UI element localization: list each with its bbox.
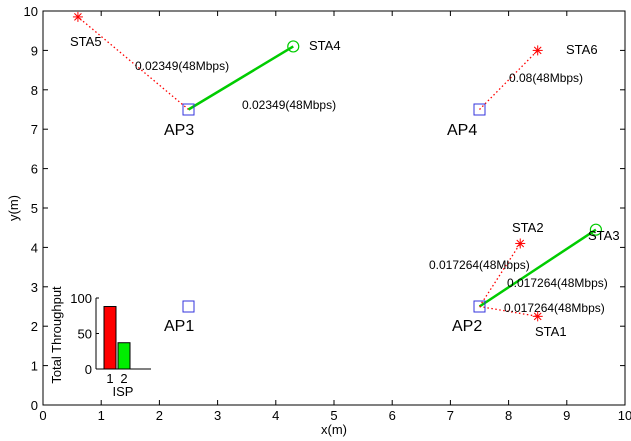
star-stroke — [533, 312, 542, 321]
station-marker-star — [515, 238, 526, 249]
access-point-marker — [473, 300, 486, 313]
y-tick-label: 6 — [31, 162, 38, 177]
station-label: STA1 — [535, 324, 567, 339]
station-label: STA2 — [512, 220, 544, 235]
x-tick-label: 2 — [156, 408, 163, 423]
station-marker-circle — [287, 40, 300, 53]
y-tick-label: 7 — [31, 122, 38, 137]
access-point-label: AP4 — [447, 122, 477, 139]
inset-y-tick-label: 50 — [78, 327, 92, 342]
x-tick-label: 0 — [39, 408, 46, 423]
inset-x-axis-label: ISP — [113, 384, 134, 399]
link-label: 0.017264(48Mbps) — [429, 258, 530, 272]
x-tick-label: 8 — [505, 408, 512, 423]
y-tick-label: 9 — [31, 43, 38, 58]
station-marker-star — [72, 11, 83, 22]
x-axis-label: x(m) — [321, 422, 347, 437]
station-marker-circle — [589, 223, 603, 236]
link-ap4-sta6 — [479, 49, 539, 110]
access-point-label: AP3 — [164, 122, 194, 139]
inset-bar-isp-2 — [117, 342, 131, 370]
y-tick-label: 5 — [31, 201, 38, 216]
star-stroke — [533, 46, 542, 55]
station-label: STA4 — [309, 38, 341, 53]
x-tick-label: 6 — [389, 408, 396, 423]
link-label: 0.017264(48Mbps) — [507, 276, 608, 290]
y-tick-label: 3 — [31, 280, 38, 295]
x-tick-label: 5 — [330, 408, 337, 423]
link-label: 0.02349(48Mbps) — [135, 59, 229, 73]
x-tick-label: 7 — [447, 408, 454, 423]
station-label: STA3 — [588, 228, 620, 243]
station-marker-star — [532, 311, 543, 322]
access-point-marker — [182, 300, 195, 313]
x-tick-label: 1 — [98, 408, 105, 423]
x-tick-label: 3 — [214, 408, 221, 423]
x-tick-label: 9 — [563, 408, 570, 423]
y-tick-label: 4 — [31, 240, 38, 255]
station-marker-star — [532, 45, 543, 56]
y-tick-label: 2 — [31, 319, 38, 334]
link-ap2-sta2 — [478, 243, 521, 307]
y-tick-label: 1 — [31, 359, 38, 374]
link-ap2-sta3 — [478, 228, 597, 308]
station-label: STA6 — [566, 42, 598, 57]
y-tick-label: 8 — [31, 83, 38, 98]
link-ap2-sta1 — [479, 305, 538, 317]
y-tick-label: 0 — [31, 398, 38, 413]
x-tick-label: 4 — [272, 408, 279, 423]
inset-bar-isp-1 — [103, 306, 117, 370]
inset-x-tick-label: 1 — [106, 371, 113, 386]
link-label: 0.017264(48Mbps) — [504, 301, 605, 315]
link-ap3-sta5 — [77, 16, 189, 110]
link-label: 0.02349(48Mbps) — [242, 98, 336, 112]
star-stroke — [74, 13, 82, 21]
link-ap3-sta4 — [187, 45, 294, 111]
inset-y-axis-label: Total Throughput — [49, 286, 64, 384]
link-label: 0.08(48Mbps) — [509, 71, 583, 85]
access-point-marker — [473, 103, 486, 116]
y-axis-label: y(m) — [6, 195, 21, 221]
inset-y-tick-label: 100 — [70, 291, 92, 306]
star-stroke — [516, 239, 525, 248]
y-tick-label: 10 — [24, 4, 38, 19]
station-label: STA5 — [70, 34, 102, 49]
inset-x-tick-label: 2 — [120, 371, 127, 386]
x-tick-label: 10 — [618, 408, 631, 423]
access-point-marker — [182, 103, 195, 116]
access-point-label: AP2 — [452, 318, 482, 335]
access-point-label: AP1 — [164, 318, 194, 335]
inset-y-tick-label: 0 — [85, 362, 92, 377]
